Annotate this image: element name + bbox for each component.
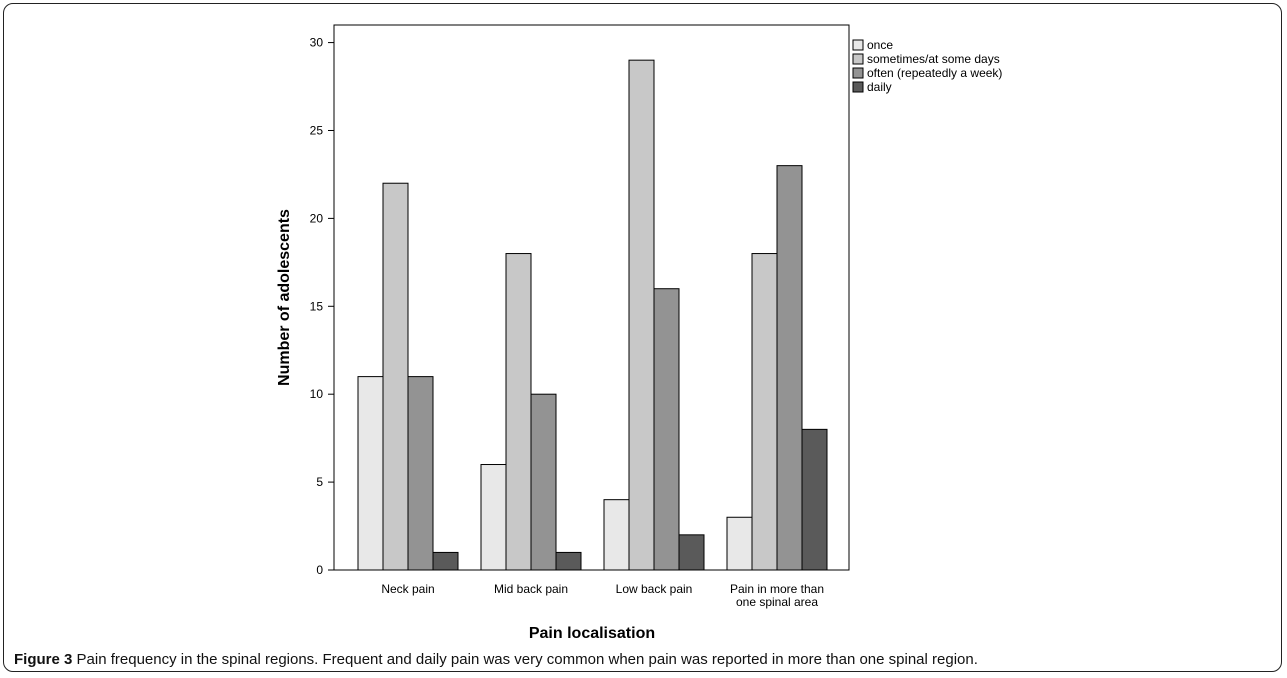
plot-area <box>333 24 850 571</box>
bar <box>407 376 434 571</box>
x-tick-label: Mid back pain <box>494 582 568 596</box>
legend-swatch <box>852 81 864 93</box>
bar <box>505 253 532 571</box>
figure-frame <box>3 3 1282 672</box>
figure-caption-text: Pain frequency in the spinal regions. Fr… <box>76 651 978 668</box>
bar <box>530 393 557 571</box>
bars <box>357 59 828 571</box>
bar <box>678 534 705 571</box>
bar <box>751 253 778 571</box>
y-tick-label: 25 <box>310 123 324 137</box>
legend-swatch <box>852 67 864 79</box>
x-axis-title: Pain localisation <box>529 625 655 642</box>
y-tick-label: 5 <box>316 475 323 489</box>
y-tick-label: 15 <box>310 299 324 313</box>
x-tick-label: Pain in more than one spinal area <box>730 582 824 609</box>
bar <box>382 182 409 571</box>
legend-label: often (repeatedly a week) <box>867 66 1002 80</box>
x-tick-label: Low back pain <box>616 582 693 596</box>
bar <box>480 464 507 571</box>
bar <box>628 59 655 571</box>
y-tick-label: 10 <box>310 387 324 401</box>
legend-swatch <box>852 53 864 65</box>
x-axis: Neck pain Mid back pain Low back pain Pain … <box>381 582 824 609</box>
legend-label: sometimes/at some days <box>867 52 1000 66</box>
bar <box>801 428 828 571</box>
legend-label: once <box>867 38 893 52</box>
legend-swatch <box>852 39 864 51</box>
figure-label: Figure 3 <box>14 651 73 668</box>
legend-label: daily <box>867 80 892 94</box>
bar <box>726 516 753 571</box>
bar <box>653 288 680 571</box>
y-tick-label: 20 <box>310 211 324 225</box>
figure-caption: Figure 3 Pain frequency in the spinal re… <box>14 651 978 668</box>
bar <box>603 499 630 571</box>
bar <box>776 165 803 571</box>
bar <box>432 551 459 571</box>
bar <box>555 551 582 571</box>
x-tick-label: Neck pain <box>381 582 434 596</box>
y-tick-label: 0 <box>316 563 323 577</box>
bar <box>357 376 384 571</box>
y-tick-label: 30 <box>310 36 324 50</box>
y-axis: 0 5 10 15 20 25 30 <box>310 36 334 577</box>
y-axis-title: Number of adolescents <box>276 209 293 386</box>
